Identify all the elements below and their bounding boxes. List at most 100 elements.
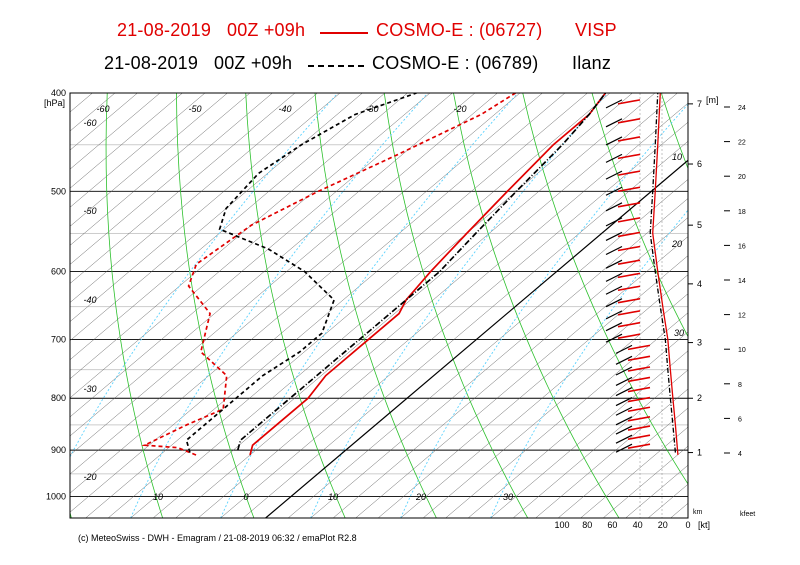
dry-adiabat (660, 93, 688, 170)
temp-label-bottom-2: 10 (328, 492, 338, 502)
visp-legend-solid-line (320, 32, 368, 34)
plot-frame (69, 92, 689, 519)
wind-barb-ilanz (605, 322, 623, 332)
isotherm-hatch (70, 93, 296, 284)
isotherm-hatch (0, 93, 25, 518)
isotherm-hatch (130, 93, 633, 518)
kfeet-unit: kfeet (740, 511, 755, 518)
wind-barb-ilanz (605, 118, 623, 128)
footer-credit: (c) MeteoSwiss - DWH - Emagram / 21-08-2… (78, 533, 357, 543)
kfeet-tick-10: 10 (738, 347, 746, 354)
wind-barb-visp (627, 425, 651, 431)
isotherm-hatch (70, 93, 566, 513)
isotherm-hatch (70, 93, 318, 303)
wind-speed-tick-40: 40 (633, 520, 643, 530)
dry-adiabat (453, 93, 620, 518)
isotherm-hatch (738, 93, 800, 518)
wind-barb-visp (617, 217, 641, 223)
wind-barb-ilanz (605, 298, 623, 308)
wind-barb-ilanz (615, 406, 633, 416)
mixing-ratio-line (70, 93, 339, 458)
wind-barb-ilanz (605, 310, 623, 320)
isotherm-hatch (670, 502, 688, 518)
wind-barb-ilanz (605, 170, 623, 180)
wind-barb-visp (617, 118, 641, 124)
temp-label-left-2: -40 (83, 295, 96, 305)
isotherm-hatch (70, 93, 138, 151)
temp-label-bottom-3: 20 (415, 492, 426, 502)
isotherm-hatch (400, 274, 688, 518)
isotherm-hatch (70, 93, 453, 418)
pressure-tick-1000: 1000 (46, 492, 66, 502)
isotherm-hatch (85, 93, 588, 518)
isotherm-hatch (512, 369, 688, 518)
wind-barb-ilanz (605, 231, 623, 241)
temp-label-bottom-0: 10 (153, 492, 163, 502)
wind-barb-visp (627, 415, 651, 422)
height-tick-1: 1 (697, 448, 702, 458)
wind-barb-visp (617, 136, 641, 142)
temp-label-bottom-1: 0 (243, 492, 248, 502)
wind-barb-visp (617, 321, 641, 328)
wind-barb-ilanz (615, 397, 633, 407)
pressure-tick-500: 500 (51, 186, 66, 196)
isotherm-hatch (70, 93, 251, 246)
wind-barb-visp (627, 396, 651, 403)
isotherm-hatch (422, 293, 688, 518)
wind-speed-tick-0: 0 (685, 520, 690, 530)
dry-adiabat (105, 93, 164, 518)
kfeet-tick-4: 4 (738, 451, 742, 458)
mixing-ratio-line (220, 93, 519, 518)
visp-model: COSMO-E : (06727) (376, 20, 543, 40)
wind-barb-ilanz (605, 333, 623, 343)
wind-barb-ilanz (615, 366, 633, 376)
height-tick-2: 2 (697, 393, 702, 403)
isotherm-hatch (70, 93, 498, 456)
wind-barb-ilanz (605, 99, 623, 109)
temp-label-top-4: -20 (453, 104, 466, 114)
isotherm-hatch (445, 312, 688, 518)
isotherm-hatch (70, 93, 206, 208)
wind-barb-ilanz (615, 434, 633, 444)
wind-speed-tick-60: 60 (607, 520, 617, 530)
ilanz-temperature-line (236, 93, 607, 451)
wind-barb-visp (627, 443, 651, 449)
wind-barb-ilanz (605, 217, 623, 227)
wind-barb-visp (627, 355, 651, 362)
wind-barb-visp (627, 434, 651, 441)
isotherm-hatch (287, 179, 688, 518)
wind-barb-ilanz (615, 376, 633, 386)
isotherm-hatch (602, 445, 688, 518)
pressure-unit: [hPa] (44, 98, 65, 108)
isotherm-hatch (490, 350, 688, 518)
wind-barb-ilanz (615, 355, 633, 365)
ilanz-run: 00Z +09h (214, 53, 293, 73)
kfeet-tick-14: 14 (738, 278, 746, 285)
wind-barb-visp (617, 285, 641, 292)
wind-speed-unit: [kt] (698, 520, 710, 530)
dry-adiabat (522, 93, 688, 485)
wind-profile-label-10: 10 (672, 152, 682, 162)
temp-label-top-2: -40 (278, 104, 291, 114)
wind-barb-ilanz (605, 272, 623, 282)
kfeet-tick-16: 16 (738, 243, 746, 250)
isotherm-hatch (70, 93, 363, 341)
isotherm-hatch (0, 93, 2, 518)
wind-barb-ilanz (605, 186, 623, 196)
isotherm-hatch (70, 93, 93, 113)
wind-barb-visp (617, 245, 641, 252)
dry-adiabat (591, 93, 688, 338)
mixing-ratio-line (400, 103, 688, 518)
isotherm-hatch (70, 93, 183, 189)
wind-profile-label-30: 30 (674, 328, 684, 338)
height-tick-3: 3 (697, 338, 702, 348)
isotherm-hatch (70, 93, 476, 437)
visp-date: 21-08-2019 (117, 20, 212, 40)
dry-adiabat (314, 93, 437, 518)
wind-barb-visp (617, 272, 641, 279)
isotherm-hatch (242, 140, 688, 518)
ilanz-station: Ilanz (572, 53, 612, 73)
visp-station: VISP (575, 20, 617, 40)
temp-label-left-3: -30 (83, 384, 96, 394)
